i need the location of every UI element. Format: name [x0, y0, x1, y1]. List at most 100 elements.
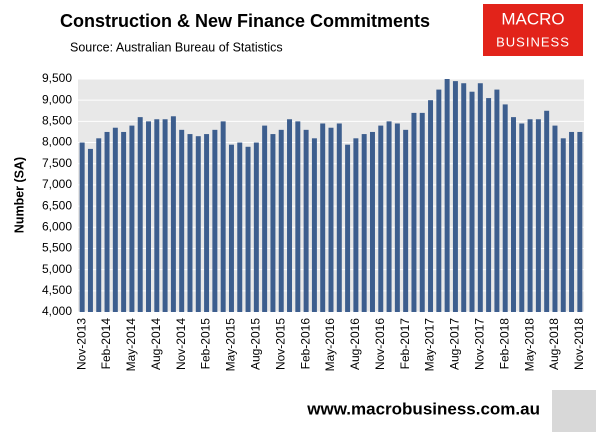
bar	[328, 127, 334, 312]
y-tick-label: 5,000	[42, 262, 72, 276]
bar	[552, 125, 558, 312]
y-tick-label: 5,500	[42, 241, 72, 255]
x-tick-label: Feb-2015	[199, 318, 213, 370]
chart-subtitle: Source: Australian Bureau of Statistics	[70, 40, 283, 54]
footer: www.macrobusiness.com.au	[306, 399, 540, 418]
logo-text: MACRO	[501, 9, 564, 28]
x-tick-label: Aug-2015	[249, 318, 263, 370]
bar	[187, 134, 193, 312]
bar	[311, 138, 317, 312]
y-tick-label: 4,500	[42, 283, 72, 297]
bar	[494, 89, 500, 312]
chart-title: Construction & New Finance Commitments	[60, 11, 430, 31]
bar	[121, 131, 127, 312]
bar	[477, 83, 483, 313]
bar	[519, 123, 525, 313]
bar	[502, 104, 508, 312]
bar	[336, 123, 342, 313]
bar	[146, 121, 151, 312]
x-tick-label: May-2016	[323, 318, 337, 372]
bar	[104, 131, 110, 312]
bar	[569, 131, 575, 312]
bar	[195, 136, 201, 312]
logo-box	[483, 4, 583, 56]
bar	[403, 129, 409, 312]
bar	[452, 81, 458, 312]
bar	[527, 119, 533, 312]
x-tick-label: Aug-2017	[448, 318, 462, 370]
bar	[303, 129, 309, 312]
bar	[411, 112, 417, 313]
x-tick-label: Nov-2016	[373, 318, 387, 370]
x-tick-label: Aug-2018	[547, 318, 561, 370]
y-tick-label: 9,000	[42, 92, 72, 106]
bar	[469, 91, 475, 312]
x-tick-label: Feb-2018	[497, 318, 511, 370]
bar	[278, 129, 284, 312]
bar	[170, 116, 176, 312]
y-tick-label: 6,000	[42, 219, 72, 233]
bar	[486, 98, 492, 313]
bar	[511, 117, 516, 312]
bar	[535, 119, 541, 312]
x-tick-label: Feb-2017	[398, 318, 412, 370]
bar	[154, 119, 160, 312]
x-tick-label: May-2018	[522, 318, 536, 372]
bar	[436, 89, 442, 312]
x-tick-label: Aug-2016	[348, 318, 362, 370]
y-tick-label: 4,000	[42, 304, 72, 318]
bar	[253, 142, 259, 312]
x-tick-label: Nov-2017	[472, 318, 486, 370]
bar	[369, 131, 375, 312]
bar	[96, 138, 102, 312]
bar	[228, 144, 234, 312]
x-tick-label: Feb-2016	[298, 318, 312, 370]
bar	[386, 121, 392, 312]
bar	[270, 134, 276, 312]
y-tick-label: 7,000	[42, 177, 72, 191]
bar	[87, 148, 93, 312]
bar	[544, 110, 550, 312]
bar	[295, 121, 301, 312]
x-tick-label: Aug-2014	[149, 318, 163, 370]
x-tick-label: May-2017	[423, 318, 437, 372]
bar	[577, 131, 583, 312]
x-tick-label: Nov-2014	[174, 318, 188, 370]
bar	[237, 142, 243, 312]
bar	[220, 121, 226, 312]
x-tick-label: Nov-2018	[572, 318, 586, 370]
y-axis-label: Number (SA)	[12, 157, 26, 233]
x-tick-label: Nov-2015	[273, 318, 287, 370]
bar	[353, 138, 359, 312]
bar	[162, 119, 168, 312]
bar	[129, 125, 135, 312]
bar	[461, 83, 467, 313]
bar	[320, 123, 326, 313]
bar	[394, 123, 400, 313]
bar	[137, 117, 143, 312]
bar	[378, 125, 384, 312]
bar	[179, 129, 185, 312]
logo-text: BUSINESS	[496, 34, 570, 49]
bar	[444, 79, 450, 312]
bar	[245, 146, 251, 312]
y-tick-label: 8,000	[42, 135, 72, 149]
x-tick-label: May-2015	[224, 318, 238, 372]
bar	[112, 127, 118, 312]
x-tick-label: Nov-2013	[74, 318, 88, 370]
x-tick-label: Feb-2014	[99, 318, 113, 370]
bar	[287, 119, 293, 312]
x-tick-label: May-2014	[124, 318, 138, 372]
y-tick-label: 6,500	[42, 198, 72, 212]
bar	[79, 142, 85, 312]
bar	[361, 134, 367, 312]
bar	[560, 138, 566, 312]
bar	[204, 134, 210, 312]
bar	[419, 112, 425, 313]
y-tick-label: 7,500	[42, 156, 72, 170]
y-tick-label: 8,500	[42, 114, 72, 128]
bar	[345, 144, 351, 312]
bar	[428, 100, 434, 312]
bar	[212, 129, 218, 312]
